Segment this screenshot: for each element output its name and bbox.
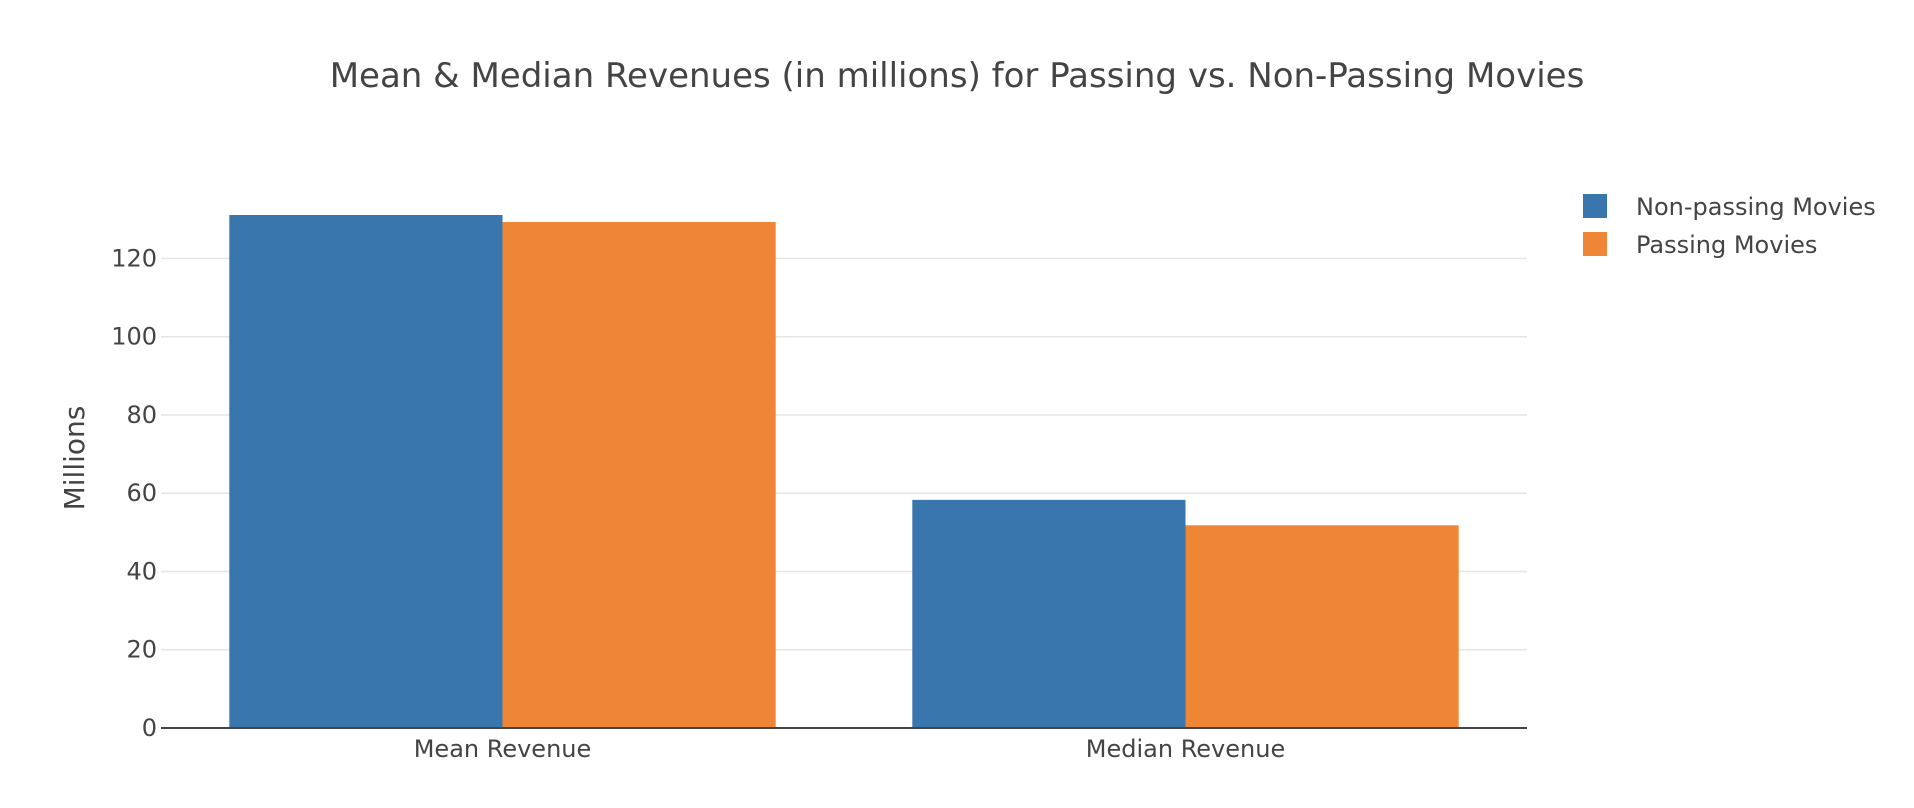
y-tick-label: 60: [126, 479, 157, 507]
y-tick-label: 100: [111, 323, 157, 351]
x-tick-label: Mean Revenue: [414, 735, 592, 763]
legend-label: Non-passing Movies: [1636, 193, 1876, 221]
chart-title: Mean & Median Revenues (in millions) for…: [330, 56, 1585, 96]
y-axis-title: Millions: [58, 406, 91, 511]
y-tick-label: 120: [111, 244, 157, 272]
bar-passing-movies-median-revenue: [1185, 525, 1459, 728]
bars: [229, 215, 1459, 729]
bar-non-passing-movies-median-revenue: [912, 499, 1186, 728]
legend-swatch: [1583, 194, 1607, 218]
y-tick-label: 80: [126, 401, 157, 429]
x-tick-label: Median Revenue: [1086, 735, 1285, 763]
legend-swatch: [1583, 232, 1607, 256]
y-tick-label: 40: [126, 557, 157, 585]
y-tick-label: 20: [126, 636, 157, 664]
y-tick-label: 0: [142, 714, 157, 742]
y-axis-ticks: 0 20 40 60 80 100 120: [111, 244, 157, 742]
x-axis-ticks: Mean Revenue Median Revenue: [414, 735, 1286, 763]
legend-label: Passing Movies: [1636, 231, 1817, 259]
bar-passing-movies-mean-revenue: [502, 222, 776, 729]
legend: Non-passing Movies Passing Movies: [1583, 193, 1876, 259]
bar-non-passing-movies-mean-revenue: [229, 215, 503, 728]
